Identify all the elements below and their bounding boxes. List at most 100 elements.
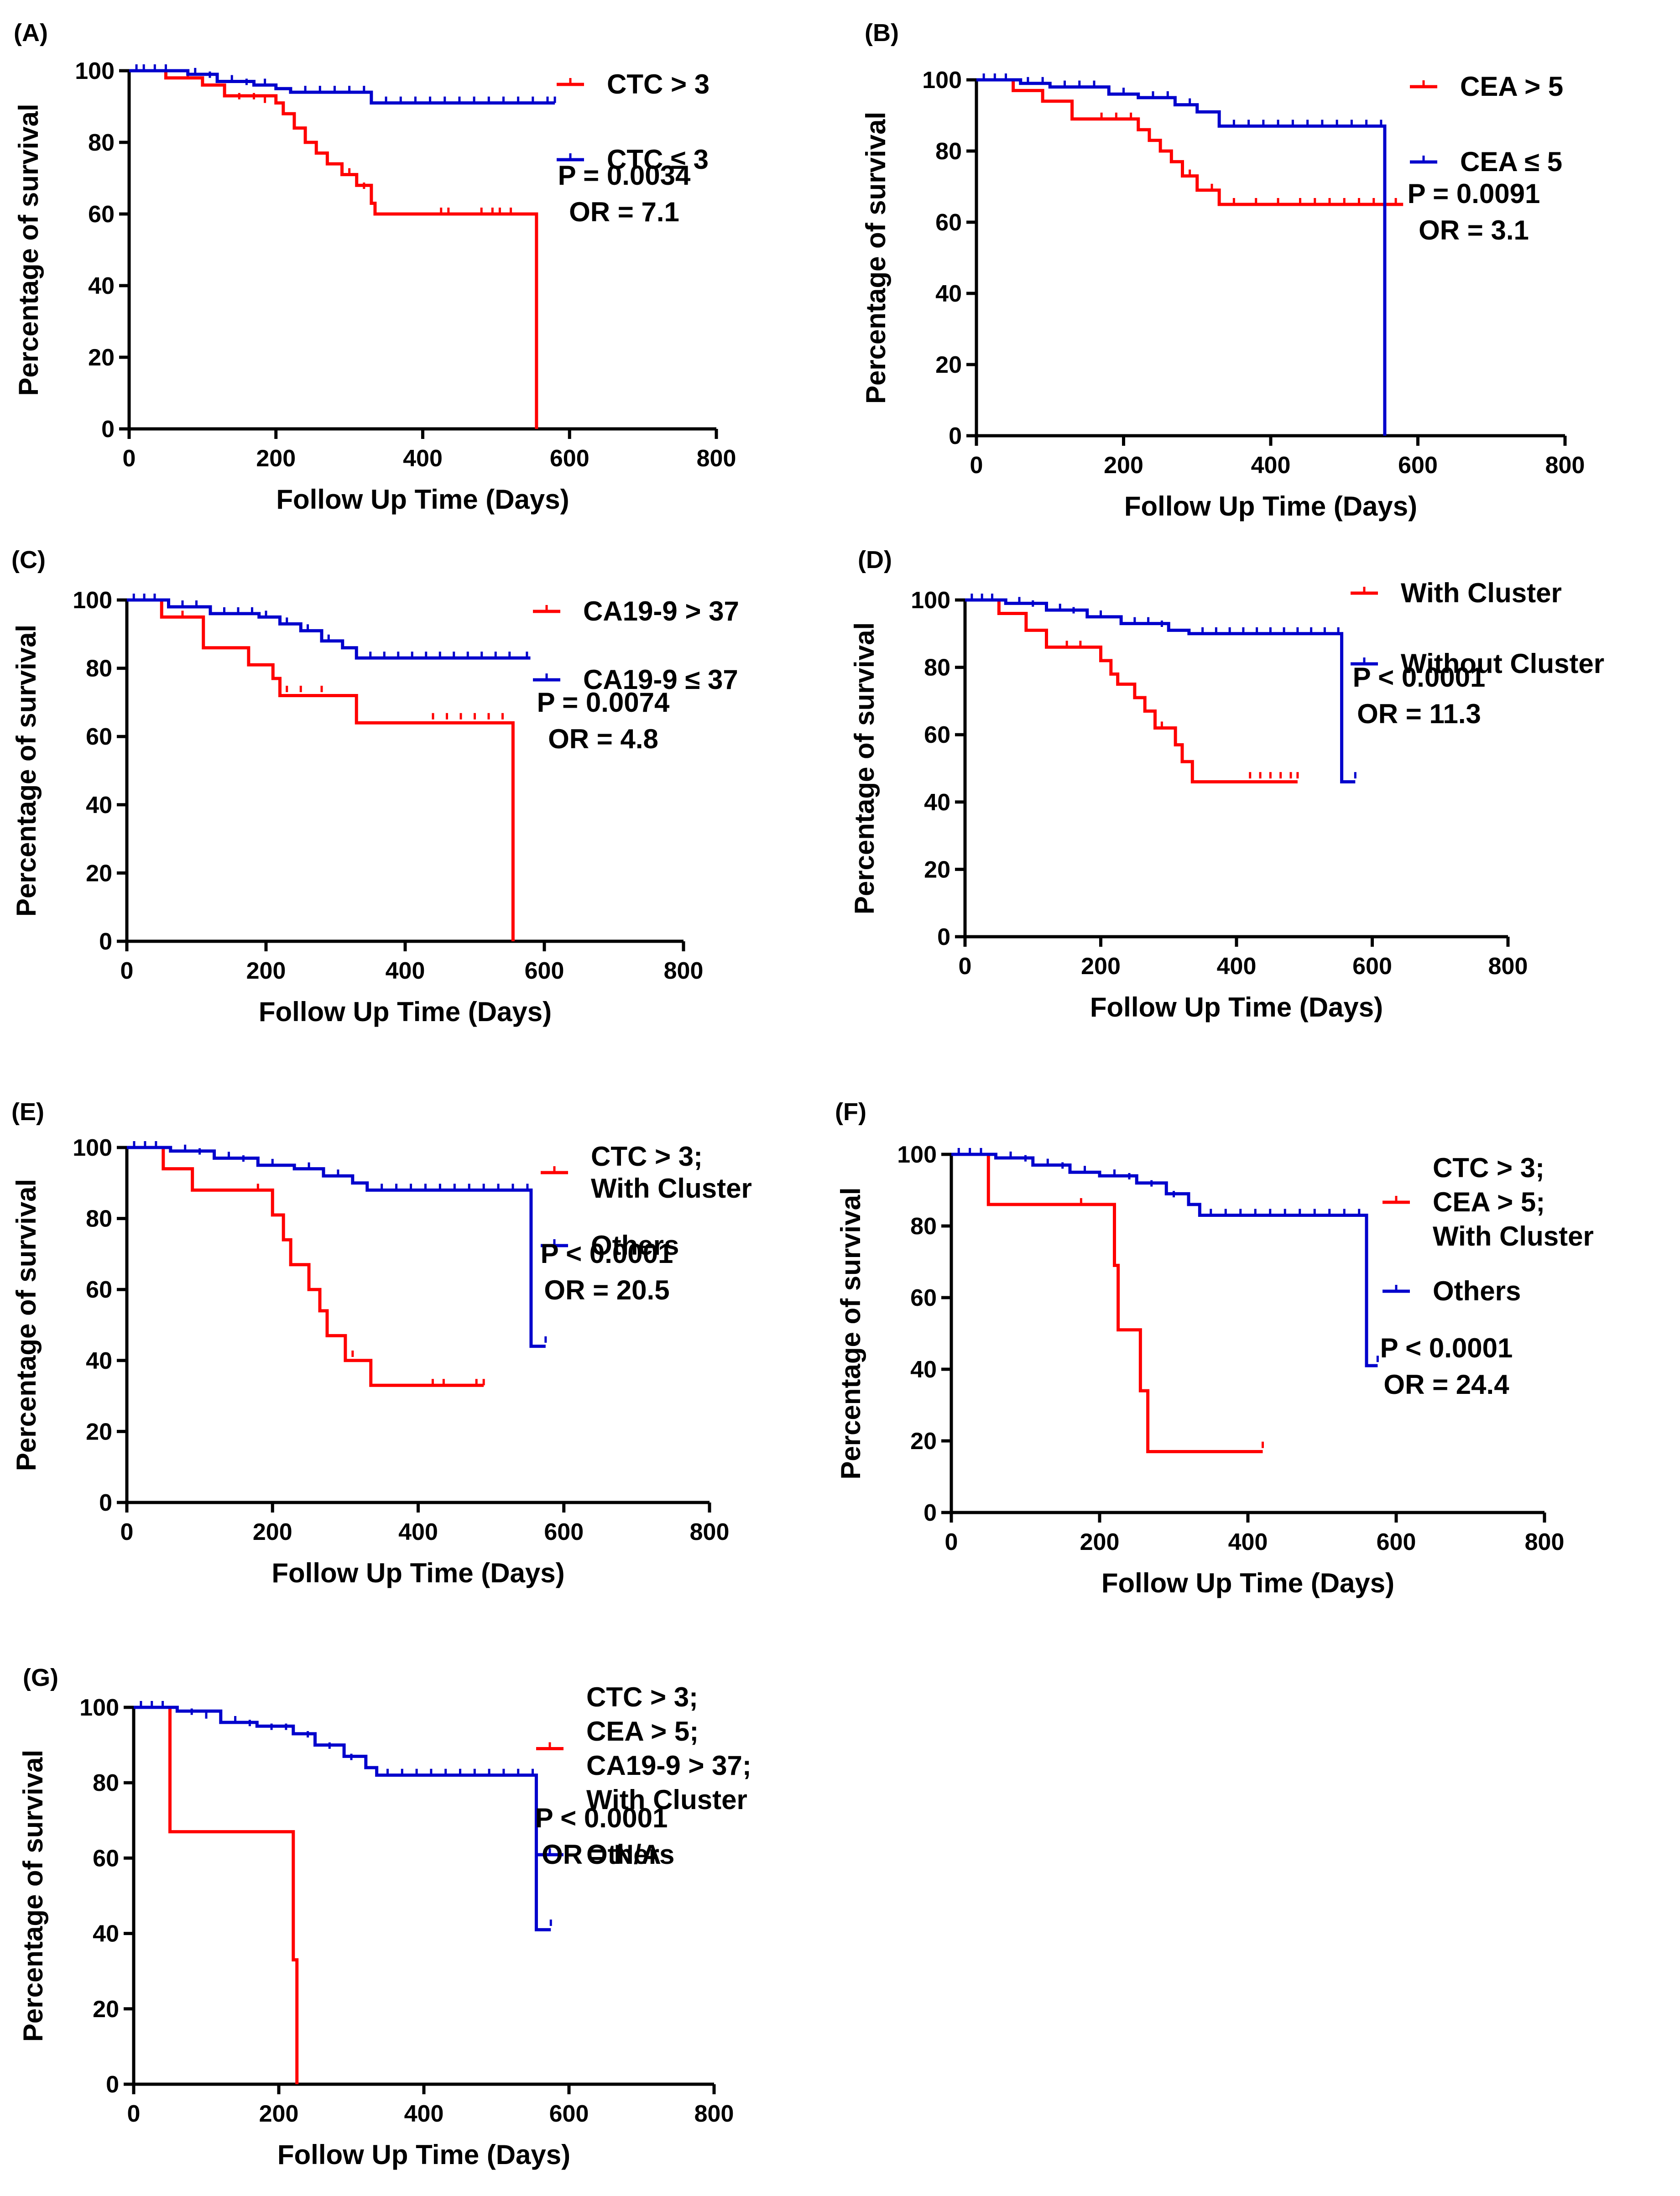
p-value-text: P < 0.0001 (1353, 662, 1486, 693)
x-tick-label: 200 (256, 445, 296, 472)
panel-d: (D) 0 20 40 60 80 100 0 200 400 600 800 Follow Up Ti… (849, 546, 1604, 1022)
p-value-text: P = 0.0091 (1408, 178, 1540, 209)
y-tick-label: 20 (88, 344, 115, 371)
p-value-text: P < 0.0001 (535, 1803, 668, 1833)
survival-curve-blue (129, 69, 555, 105)
y-tick-label: 80 (910, 1213, 937, 1240)
y-tick-label: 80 (924, 655, 950, 681)
survival-curve-blue (127, 1146, 546, 1348)
x-tick-label: 600 (1398, 452, 1438, 479)
x-tick-label: 600 (550, 445, 590, 472)
y-tick-label: 100 (73, 587, 112, 614)
x-axis-title: Follow Up Time (Days) (259, 996, 552, 1027)
x-axis-title: Follow Up Time (Days) (271, 1558, 564, 1588)
x-tick-label: 400 (1251, 452, 1291, 479)
x-tick-label: 600 (1377, 1529, 1416, 1555)
y-tick-label: 40 (935, 281, 962, 307)
x-tick-label: 800 (690, 1519, 730, 1545)
y-tick-label: 0 (949, 423, 962, 449)
panel-e: (E) 0 20 40 60 80 100 0 200 400 600 800 Follow Up Ti… (11, 1098, 752, 1588)
panel-f: (F) 0 20 40 60 80 100 0 200 400 600 800 Follow Up Ti… (835, 1098, 1594, 1598)
x-tick-label: 200 (1080, 1529, 1120, 1555)
x-tick-label: 0 (120, 1519, 134, 1545)
odds-ratio-text: OR = 7.1 (569, 197, 679, 227)
survival-curve-red (129, 69, 538, 429)
y-tick-label: 80 (86, 656, 112, 682)
panel-label: (A) (14, 19, 48, 47)
y-tick-label: 0 (99, 1490, 112, 1516)
x-tick-label: 600 (525, 958, 564, 984)
legend-label: CEA ≤ 5 (1460, 146, 1562, 177)
survival-curve-red (976, 78, 1403, 206)
x-tick-label: 200 (246, 958, 286, 984)
x-tick-label: 200 (1104, 452, 1143, 479)
x-axis-title: Follow Up Time (Days) (276, 484, 569, 515)
x-tick-label: 0 (123, 445, 136, 472)
survival-curve-blue (976, 78, 1387, 436)
y-tick-label: 0 (101, 416, 115, 443)
y-axis-title: Percentage of survival (11, 625, 42, 917)
x-tick-label: 800 (1525, 1529, 1565, 1555)
x-axis-title: Follow Up Time (Days) (277, 2139, 570, 2170)
odds-ratio-text: OR = 11.3 (1357, 699, 1481, 729)
x-tick-label: 400 (403, 445, 443, 472)
y-tick-label: 0 (99, 928, 112, 955)
survival-curve-red (951, 1153, 1263, 1454)
y-tick-label: 40 (924, 789, 950, 816)
survival-curve-red (127, 598, 515, 941)
legend-label: CEA > 5 (1460, 71, 1563, 102)
x-tick-label: 0 (970, 452, 983, 479)
odds-ratio-text: OR = 24.4 (1383, 1369, 1509, 1400)
legend-label: CA19-9 > 37; (586, 1750, 751, 1781)
x-tick-label: 800 (697, 445, 736, 472)
legend-label: Others (1433, 1276, 1521, 1306)
y-tick-label: 20 (924, 856, 950, 883)
survival-curve-red (127, 1146, 484, 1387)
x-tick-label: 400 (404, 2101, 444, 2127)
y-tick-label: 40 (910, 1356, 937, 1383)
y-tick-label: 100 (922, 67, 962, 94)
x-tick-label: 0 (945, 1529, 958, 1555)
p-value-text: P = 0.0074 (537, 687, 670, 718)
legend-label: CTC > 3 (607, 69, 710, 99)
x-axis-title: Follow Up Time (Days) (1101, 1568, 1394, 1598)
panel-label: (F) (835, 1098, 866, 1126)
x-axis-title: Follow Up Time (Days) (1124, 491, 1417, 522)
y-tick-label: 40 (86, 1348, 112, 1374)
legend-label: With Cluster (591, 1173, 752, 1204)
x-tick-label: 200 (1081, 953, 1121, 980)
x-tick-label: 0 (959, 953, 972, 980)
y-axis-title: Percentage of survival (861, 112, 891, 404)
legend-label: With Cluster (1401, 578, 1562, 608)
y-tick-label: 60 (935, 209, 962, 236)
y-tick-label: 20 (910, 1428, 937, 1455)
y-tick-label: 20 (86, 860, 112, 887)
x-tick-label: 400 (398, 1519, 438, 1545)
legend-label: CA19-9 ≤ 37 (583, 664, 738, 695)
y-tick-label: 60 (924, 722, 950, 748)
y-axis-title: Percentage of survival (13, 104, 44, 396)
y-tick-label: 20 (86, 1419, 112, 1445)
y-tick-label: 0 (937, 924, 950, 950)
survival-curve-blue (127, 598, 531, 660)
p-value-text: P < 0.0001 (541, 1238, 673, 1269)
p-value-text: P = 0.0034 (558, 160, 691, 191)
y-tick-label: 0 (106, 2071, 119, 2098)
x-tick-label: 200 (253, 1519, 292, 1545)
legend-label: CTC ≤ 3 (607, 144, 709, 175)
legend-label: CTC > 3; (586, 1682, 698, 1712)
y-tick-label: 20 (935, 352, 962, 378)
survival-curve-red (134, 1706, 299, 2084)
x-tick-label: 800 (694, 2101, 734, 2127)
odds-ratio-text: OR = N/A (542, 1839, 661, 1870)
odds-ratio-text: OR = 4.8 (548, 724, 658, 754)
y-tick-label: 40 (93, 1921, 119, 1947)
y-tick-label: 80 (88, 130, 115, 156)
x-tick-label: 800 (1488, 953, 1528, 980)
y-tick-label: 60 (910, 1285, 937, 1311)
panel-a: (A) 0 20 40 60 80 100 0 200 400 600 800 Follow Up Ti… (13, 19, 736, 515)
y-tick-label: 60 (88, 201, 115, 228)
x-tick-label: 400 (386, 958, 425, 984)
panel-c: (C) 0 20 40 60 80 100 0 200 400 600 800 Follow Up Ti… (11, 546, 739, 1027)
